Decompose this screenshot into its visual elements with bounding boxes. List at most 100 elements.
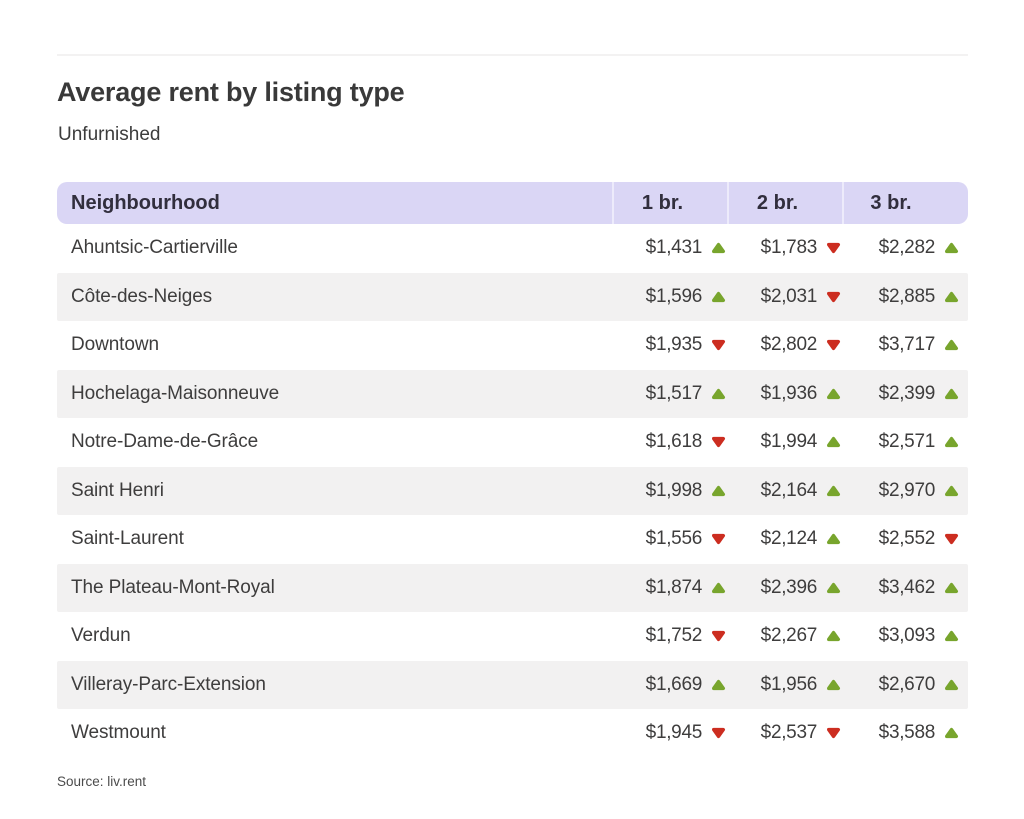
- price-value: $2,124: [760, 528, 818, 550]
- price-value: $1,935: [645, 334, 703, 356]
- rent-value-cell: $1,935: [612, 334, 727, 356]
- rent-value-cell: $1,956: [727, 674, 842, 696]
- trend-up-icon: [712, 388, 725, 399]
- table-row: Saint Henri $1,998 $2,164 $2,970: [57, 466, 968, 515]
- neighbourhood-cell: Verdun: [71, 625, 131, 647]
- rent-value-cell: $2,970: [842, 480, 968, 502]
- rent-value-cell: $2,396: [727, 577, 842, 599]
- neighbourhood-cell: Downtown: [71, 334, 159, 356]
- trend-down-icon: [712, 534, 725, 545]
- price-value: $1,752: [645, 625, 703, 647]
- trend-up-icon: [712, 243, 725, 254]
- table-row: Downtown $1,935 $2,802 $3,717: [57, 321, 968, 370]
- neighbourhood-cell: Notre-Dame-de-Grâce: [71, 431, 259, 453]
- price-value: $1,998: [645, 479, 703, 501]
- neighbourhood-cell: Hochelaga-Maisonneuve: [71, 382, 280, 404]
- table-body: Ahuntsic-Cartierville $1,431 $1,783 $2,282 C…: [57, 224, 968, 758]
- rent-table: Neighbourhood 1 br. 2 br. 3 br. Ahuntsic…: [57, 182, 968, 758]
- price-value: $2,571: [878, 431, 936, 453]
- table-row: Notre-Dame-de-Grâce $1,618 $1,994 $2,571: [57, 418, 968, 467]
- rent-value-cell: $2,267: [727, 625, 842, 647]
- trend-up-icon: [945, 388, 958, 399]
- rent-value-cell: $2,282: [842, 237, 968, 259]
- rent-value-cell: $2,031: [727, 286, 842, 308]
- rent-value-cell: $1,431: [612, 237, 727, 259]
- neighbourhood-cell: Saint-Laurent: [71, 528, 184, 550]
- rent-value-cell: $3,093: [842, 625, 968, 647]
- trend-down-icon: [827, 243, 840, 254]
- trend-up-icon: [712, 485, 725, 496]
- table-row: The Plateau-Mont-Royal $1,874 $2,396 $3,462: [57, 563, 968, 612]
- price-value: $2,802: [760, 334, 818, 356]
- rent-value-cell: $1,994: [727, 431, 842, 453]
- trend-up-icon: [945, 243, 958, 254]
- column-header-1br: 1 br.: [612, 182, 727, 224]
- rent-value-cell: $3,717: [842, 334, 968, 356]
- trend-up-icon: [712, 582, 725, 593]
- rent-value-cell: $2,670: [842, 674, 968, 696]
- price-value: $1,618: [645, 431, 703, 453]
- price-value: $2,970: [878, 479, 936, 501]
- trend-up-icon: [945, 631, 958, 642]
- price-value: $1,783: [760, 237, 818, 259]
- trend-up-icon: [945, 582, 958, 593]
- price-value: $1,556: [645, 528, 703, 550]
- price-value: $3,462: [878, 576, 936, 598]
- price-value: $2,670: [878, 673, 936, 695]
- rent-value-cell: $1,945: [612, 722, 727, 744]
- table-row: Saint-Laurent $1,556 $2,124 $2,552: [57, 515, 968, 564]
- trend-up-icon: [827, 485, 840, 496]
- trend-down-icon: [827, 291, 840, 302]
- rent-value-cell: $2,164: [727, 480, 842, 502]
- rent-value-cell: $1,783: [727, 237, 842, 259]
- neighbourhood-cell: Côte-des-Neiges: [71, 285, 213, 307]
- price-value: $1,596: [645, 285, 703, 307]
- rent-value-cell: $2,399: [842, 383, 968, 405]
- price-value: $2,552: [878, 528, 936, 550]
- price-value: $2,396: [760, 576, 818, 598]
- page-subtitle: Unfurnished: [58, 124, 161, 145]
- neighbourhood-cell: Ahuntsic-Cartierville: [71, 237, 238, 259]
- rent-value-cell: $1,669: [612, 674, 727, 696]
- rent-value-cell: $3,462: [842, 577, 968, 599]
- trend-up-icon: [945, 679, 958, 690]
- price-value: $2,282: [878, 237, 936, 259]
- price-value: $2,164: [760, 479, 818, 501]
- price-value: $1,669: [645, 673, 703, 695]
- rent-value-cell: $3,588: [842, 722, 968, 744]
- price-value: $1,936: [760, 382, 818, 404]
- trend-down-icon: [712, 437, 725, 448]
- source-attribution: Source: liv.rent: [57, 774, 147, 789]
- trend-down-icon: [827, 340, 840, 351]
- price-value: $2,399: [878, 382, 936, 404]
- price-value: $3,588: [878, 722, 936, 744]
- trend-up-icon: [827, 534, 840, 545]
- price-value: $1,874: [645, 576, 703, 598]
- price-value: $2,885: [878, 285, 936, 307]
- price-value: $3,717: [878, 334, 936, 356]
- rent-value-cell: $2,802: [727, 334, 842, 356]
- table-row: Verdun $1,752 $2,267 $3,093: [57, 612, 968, 661]
- trend-up-icon: [945, 728, 958, 739]
- price-value: $1,956: [760, 673, 818, 695]
- trend-up-icon: [827, 388, 840, 399]
- rent-value-cell: $1,998: [612, 480, 727, 502]
- trend-up-icon: [945, 291, 958, 302]
- top-divider: [57, 54, 968, 56]
- trend-down-icon: [945, 534, 958, 545]
- price-value: $2,267: [760, 625, 818, 647]
- trend-up-icon: [945, 340, 958, 351]
- price-value: $1,994: [760, 431, 818, 453]
- trend-down-icon: [827, 728, 840, 739]
- trend-down-icon: [712, 728, 725, 739]
- rent-value-cell: $1,517: [612, 383, 727, 405]
- trend-up-icon: [827, 679, 840, 690]
- trend-up-icon: [827, 582, 840, 593]
- trend-up-icon: [712, 679, 725, 690]
- price-value: $1,945: [645, 722, 703, 744]
- trend-up-icon: [945, 437, 958, 448]
- table-row: Hochelaga-Maisonneuve $1,517 $1,936 $2,399: [57, 369, 968, 418]
- neighbourhood-cell: Westmount: [71, 722, 166, 744]
- page-title: Average rent by listing type: [57, 77, 405, 107]
